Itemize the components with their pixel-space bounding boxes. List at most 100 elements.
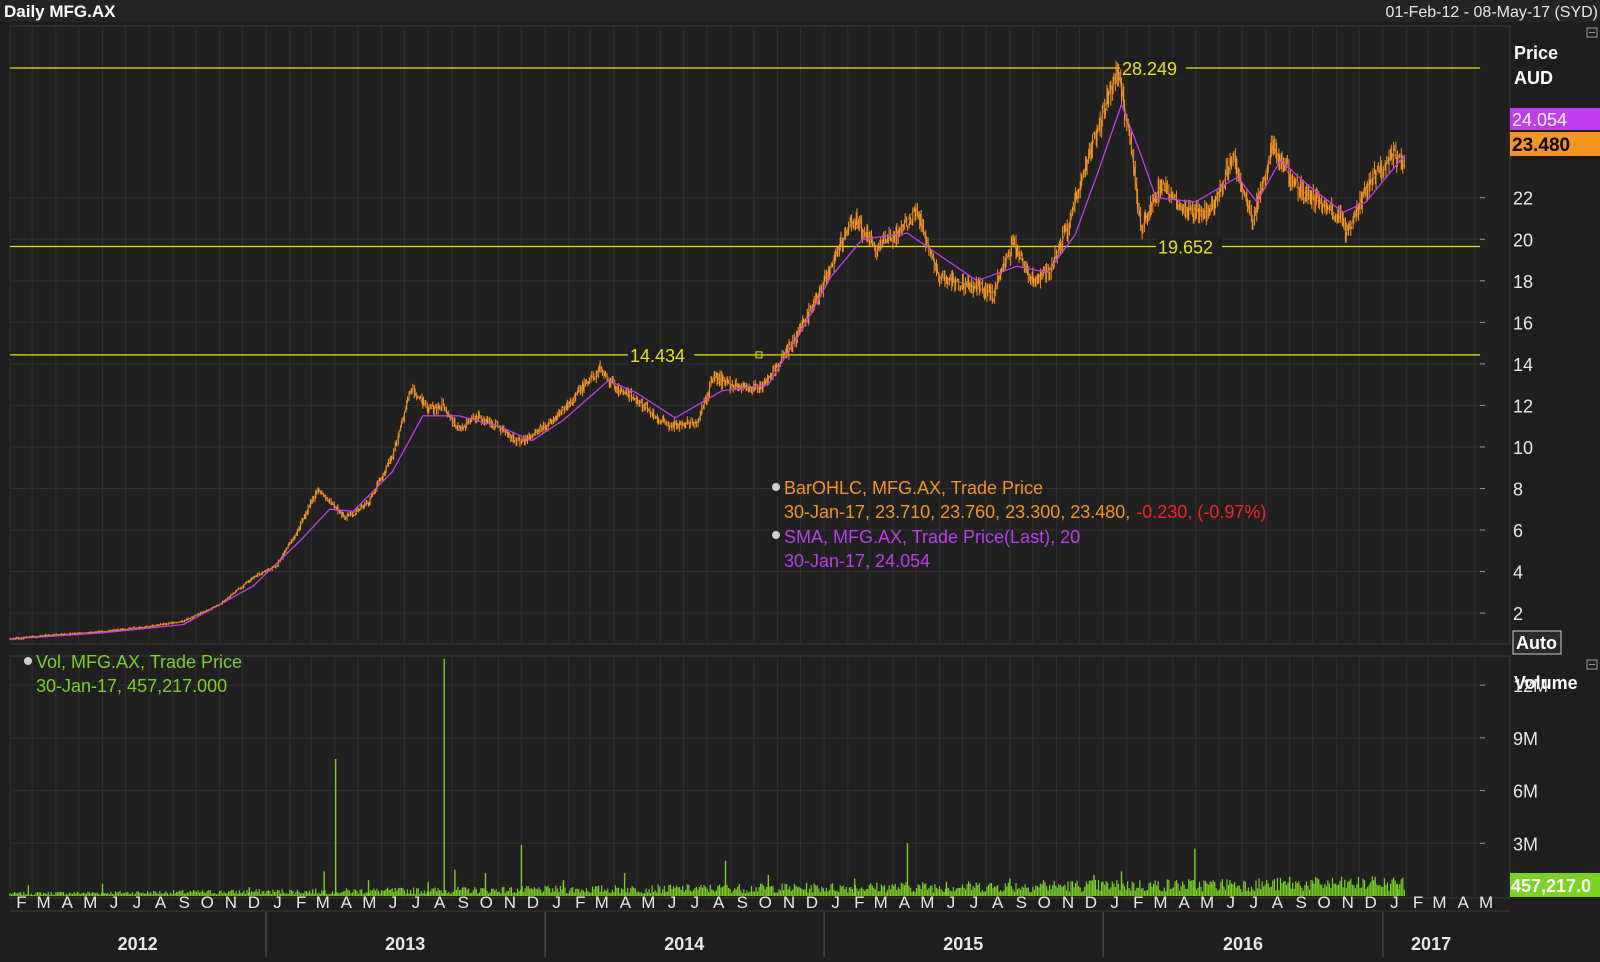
volume-legend: Vol, MFG.AX, Trade Price 30-Jan-17, 457,… — [24, 652, 242, 696]
price-panel — [9, 25, 1511, 645]
price-tick-label: 20 — [1513, 230, 1533, 250]
price-tick-label: 16 — [1513, 313, 1533, 333]
legend-expand-icon[interactable] — [24, 657, 32, 665]
price-panel-toggle-button[interactable] — [1586, 27, 1598, 38]
month-tick-label: M — [874, 893, 888, 912]
month-tick-label: J — [552, 893, 561, 912]
year-tick-label: 2017 — [1411, 934, 1451, 954]
level-label: 19.652 — [1158, 238, 1213, 258]
price-tick-label: 8 — [1513, 479, 1523, 499]
volume-axis-title: Volume — [1514, 673, 1578, 693]
bar-ohlc-values: 30-Jan-17, 23.710, 23.760, 23.300, 23.48… — [784, 502, 1130, 522]
price-tick-label: 14 — [1513, 355, 1533, 375]
level-anchor-handle[interactable] — [755, 351, 763, 359]
month-tick-label: N — [1342, 893, 1354, 912]
month-tick-label: N — [1062, 893, 1074, 912]
month-tick-label: F — [854, 893, 864, 912]
date-range: 01-Feb-12 - 08-May-17 (SYD) — [1385, 4, 1598, 21]
volume-tick-label: 12M — [1513, 676, 1548, 696]
month-tick-label: J — [110, 893, 119, 912]
chart-title: Daily MFG.AX — [4, 2, 116, 21]
month-tick-label: J — [1390, 893, 1399, 912]
month-tick-label: F — [575, 893, 585, 912]
price-last-badge: 23.480 — [1510, 132, 1600, 156]
month-tick-label: F — [296, 893, 306, 912]
month-tick-label: D — [527, 893, 539, 912]
month-tick-label: A — [992, 893, 1004, 912]
volume-tick-label: 6M — [1513, 782, 1538, 802]
year-tick-label: 2013 — [385, 934, 425, 954]
month-tick-label: D — [1085, 893, 1097, 912]
month-tick-label: S — [179, 893, 190, 912]
bar-change-values: -0.230, (-0.97%) — [1136, 502, 1266, 522]
year-tick-label: 2016 — [1223, 934, 1263, 954]
level-label: 28.249 — [1122, 59, 1177, 79]
year-tick-label: 2014 — [664, 934, 704, 954]
legend-expand-icon[interactable] — [772, 483, 780, 491]
month-tick-label: J — [668, 893, 677, 912]
month-tick-label: A — [62, 893, 74, 912]
month-tick-label: S — [458, 893, 469, 912]
month-tick-label: J — [273, 893, 282, 912]
month-tick-label: M — [83, 893, 97, 912]
year-tick-label: 2015 — [943, 934, 983, 954]
month-tick-label: M — [1432, 893, 1446, 912]
month-tick-label: J — [1110, 893, 1119, 912]
month-tick-label: J — [691, 893, 700, 912]
month-tick-label: D — [1365, 893, 1377, 912]
volume-panel-toggle-button[interactable] — [1586, 659, 1598, 670]
month-tick-label: O — [1317, 893, 1330, 912]
sma-last-value: 24.054 — [1512, 110, 1567, 130]
price-tick-label: 10 — [1513, 438, 1533, 458]
month-tick-label: A — [620, 893, 632, 912]
sma-series-name: SMA, MFG.AX, Trade Price(Last), 20 — [784, 527, 1080, 547]
month-tick-label: N — [783, 893, 795, 912]
month-tick-label: A — [899, 893, 911, 912]
month-tick-label: D — [248, 893, 260, 912]
volume-last-badge: 457,217.0 — [1510, 873, 1600, 897]
month-tick-label: J — [947, 893, 956, 912]
month-tick-label: A — [341, 893, 353, 912]
volume-last-value: 457,217.0 — [1511, 876, 1591, 896]
month-tick-label: O — [480, 893, 493, 912]
month-tick-label: M — [362, 893, 376, 912]
volume-series-name: Vol, MFG.AX, Trade Price — [36, 652, 242, 672]
month-tick-label: F — [1133, 893, 1143, 912]
month-tick-label: N — [504, 893, 516, 912]
month-tick-label: O — [759, 893, 772, 912]
price-axis-title: Price — [1514, 43, 1558, 63]
month-tick-label: A — [1272, 893, 1284, 912]
month-tick-label: A — [713, 893, 725, 912]
bar-series-values: 30-Jan-17, 23.710, 23.760, 23.300, 23.48… — [784, 502, 1266, 522]
year-tick-label: 2012 — [118, 934, 158, 954]
price-tick-label: 12 — [1513, 396, 1533, 416]
price-tick-label: 2 — [1513, 604, 1523, 624]
month-tick-label: M — [920, 893, 934, 912]
sma-line — [9, 103, 1406, 640]
month-tick-label: A — [1458, 893, 1470, 912]
month-tick-label: A — [155, 893, 167, 912]
price-legend: BarOHLC, MFG.AX, Trade Price 30-Jan-17, … — [772, 478, 1266, 571]
month-tick-label: M — [1153, 893, 1167, 912]
price-last-value: 23.480 — [1512, 135, 1570, 156]
auto-scale-label: Auto — [1516, 633, 1557, 653]
month-tick-label: J — [133, 893, 142, 912]
auto-scale-button[interactable]: Auto — [1512, 630, 1562, 655]
month-tick-label: S — [1016, 893, 1027, 912]
price-tick-label: 4 — [1513, 563, 1523, 583]
month-tick-label: J — [831, 893, 840, 912]
month-tick-label: M — [595, 893, 609, 912]
volume-tick-label: 9M — [1513, 729, 1538, 749]
month-tick-label: A — [434, 893, 446, 912]
price-trace-line — [9, 67, 1406, 640]
month-tick-label: J — [1249, 893, 1258, 912]
month-tick-label: J — [389, 893, 398, 912]
month-tick-label: J — [970, 893, 979, 912]
month-tick-label: M — [641, 893, 655, 912]
sma-series-values: 30-Jan-17, 24.054 — [784, 551, 930, 571]
month-tick-label: S — [737, 893, 748, 912]
month-tick-label: O — [201, 893, 214, 912]
legend-expand-icon[interactable] — [772, 531, 780, 539]
